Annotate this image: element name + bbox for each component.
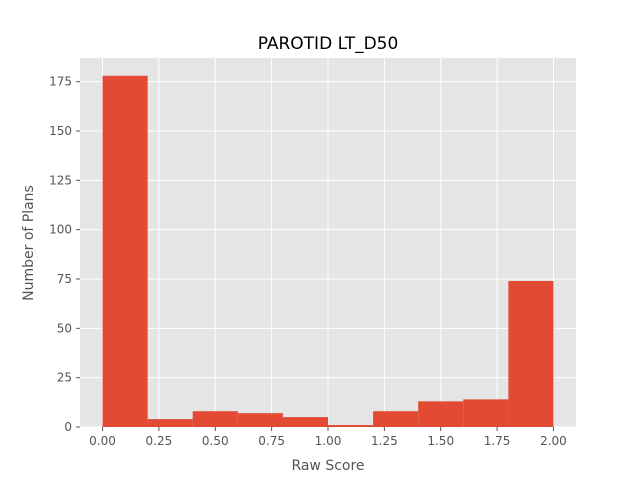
x-axis-label: Raw Score	[291, 458, 364, 474]
histogram-bar	[282, 417, 328, 427]
x-tick-label: 1.50	[427, 434, 454, 448]
histogram-bars	[102, 75, 554, 427]
y-tick-label: 125	[49, 173, 72, 187]
y-tick-label: 50	[57, 321, 72, 335]
x-tick-label: 0.00	[89, 434, 116, 448]
y-tick-label: 0	[64, 420, 72, 434]
x-tick-label: 1.75	[484, 434, 511, 448]
histogram-bar	[463, 399, 509, 427]
histogram-bar	[328, 425, 374, 427]
histogram-bar	[237, 413, 283, 427]
grid-lines	[80, 58, 576, 428]
y-tick-label: 25	[57, 371, 72, 385]
y-tick-label: 150	[49, 124, 72, 138]
histogram-bar	[418, 401, 464, 427]
x-tick-label: 2.00	[540, 434, 567, 448]
histogram-bar	[147, 419, 193, 427]
x-tick-label: 0.75	[258, 434, 285, 448]
y-tick-label: 175	[49, 75, 72, 89]
y-axis-ticks: 0 25 50 75 100 125 150 175	[49, 75, 80, 434]
x-tick-label: 1.00	[315, 434, 342, 448]
y-tick-label: 75	[57, 272, 72, 286]
chart-title: PAROTID LT_D50	[258, 34, 399, 54]
x-tick-label: 0.25	[146, 434, 173, 448]
y-tick-label: 100	[49, 223, 72, 237]
histogram-bar	[508, 280, 554, 427]
histogram-bar	[373, 411, 419, 427]
histogram-bar	[102, 75, 148, 427]
histogram-bar	[192, 411, 238, 427]
y-axis-label: Number of Plans	[21, 185, 37, 301]
x-tick-label: 1.25	[371, 434, 398, 448]
x-axis-ticks: 0.00 0.25 0.50 0.75 1.00 1.25 1.50 1.75 2.00	[89, 427, 567, 448]
x-tick-label: 0.50	[202, 434, 229, 448]
